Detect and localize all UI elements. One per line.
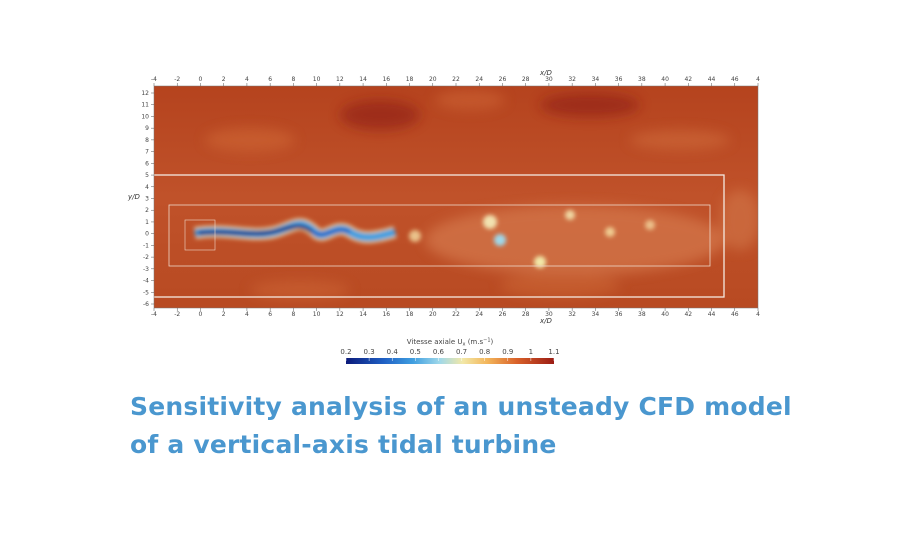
- colorbar: Vitesse axiale Ux (m.s−1) 0.2 0.3 0.4 0.5 0.…: [340, 338, 560, 364]
- x-tick-label: 4: [245, 311, 249, 318]
- y-tick-label: 10: [141, 113, 149, 120]
- x-tick-label: 10: [313, 311, 321, 318]
- x-tick-label: 46: [731, 311, 739, 318]
- x-tick-label: 20: [429, 76, 437, 83]
- x-tick-label: 46: [731, 76, 739, 83]
- y-tick-label: -6: [143, 301, 149, 308]
- x-axis-top: -4 -2 0 2 4 6 8 10 12 14 16 18 20 22 24 26 28 30 32 34 36 38 4…: [151, 76, 760, 86]
- x-tick-label: 26: [499, 311, 507, 318]
- x-tick-label: 36: [615, 311, 623, 318]
- y-tick-label: 1: [145, 219, 149, 226]
- colorbar-tick-label: 1: [529, 348, 533, 356]
- y-tick-label: 7: [145, 149, 149, 156]
- colorbar-tick-label: 0.6: [433, 348, 445, 356]
- y-tick-label: 8: [145, 137, 149, 144]
- colorbar-tick-label: 0.3: [364, 348, 375, 356]
- x-tick-label: 4: [245, 76, 249, 83]
- x-tick-label: 26: [499, 76, 507, 83]
- paper-title: Sensitivity analysis of an unsteady CFD …: [130, 388, 792, 464]
- x-tick-label: 0: [199, 311, 203, 318]
- x-axis-label-top: x/D: [539, 69, 553, 77]
- x-tick-label: 0: [199, 76, 203, 83]
- x-tick-label: 42: [684, 311, 692, 318]
- x-tick-label: 16: [382, 76, 390, 83]
- x-tick-label: 42: [684, 76, 692, 83]
- x-tick-label: 22: [452, 76, 460, 83]
- y-tick-label: 2: [145, 207, 149, 214]
- x-tick-label: 6: [268, 311, 272, 318]
- y-tick-label: 3: [145, 196, 149, 203]
- x-tick-label: 28: [522, 311, 530, 318]
- colorbar-tick-label: 0.7: [456, 348, 467, 356]
- y-tick-label: 9: [145, 125, 149, 132]
- title-line-1: Sensitivity analysis of an unsteady CFD …: [130, 392, 792, 421]
- x-tick-label: -2: [174, 76, 180, 83]
- x-tick-label: 10: [313, 76, 321, 83]
- wake: [194, 210, 655, 268]
- x-tick-label: 14: [359, 76, 367, 83]
- colorbar-tick-label: 0.2: [340, 348, 351, 356]
- x-tick-label: 44: [708, 76, 716, 83]
- y-tick-label: -4: [143, 278, 149, 285]
- x-tick-label: 2: [222, 76, 226, 83]
- x-tick-label: 32: [568, 76, 576, 83]
- x-tick-label: 36: [615, 76, 623, 83]
- x-tick-label: 38: [638, 311, 646, 318]
- x-tick-label: 4: [756, 76, 760, 83]
- x-tick-label: 38: [638, 76, 646, 83]
- x-tick-label: 12: [336, 311, 344, 318]
- y-tick-label: 6: [145, 160, 149, 167]
- x-tick-label: 24: [475, 311, 483, 318]
- x-tick-label: 40: [661, 311, 669, 318]
- colorbar-gradient: [346, 358, 554, 364]
- x-tick-label: 30: [545, 311, 553, 318]
- y-tick-label: 11: [141, 102, 149, 109]
- x-tick-label: 16: [382, 311, 390, 318]
- velocity-field: [154, 86, 758, 308]
- x-tick-label: 4: [756, 311, 760, 318]
- colorbar-tick-label: 0.5: [410, 348, 421, 356]
- y-tick-label: 12: [141, 90, 149, 97]
- colorbar-label: Vitesse axiale Ux (m.s−1): [407, 338, 494, 348]
- x-tick-label: 22: [452, 311, 460, 318]
- y-tick-label: 5: [145, 172, 149, 179]
- colorbar-tick-label: 0.4: [387, 348, 399, 356]
- title-line-2: of a vertical-axis tidal turbine: [130, 430, 557, 459]
- y-tick-label: -1: [143, 242, 149, 249]
- x-tick-label: 30: [545, 76, 553, 83]
- x-tick-label: 6: [268, 76, 272, 83]
- colorbar-tick-label: 1.1: [548, 348, 559, 356]
- y-tick-label: -3: [143, 266, 149, 273]
- x-tick-label: 8: [291, 311, 295, 318]
- x-tick-label: 18: [406, 311, 414, 318]
- y-tick-label: -5: [143, 289, 149, 296]
- colorbar-tick-label: 0.9: [502, 348, 513, 356]
- x-tick-label: 12: [336, 76, 344, 83]
- y-axis-label: y/D: [127, 193, 141, 201]
- x-tick-label: 34: [592, 311, 600, 318]
- x-axis-label-bottom: x/D: [539, 317, 553, 325]
- x-tick-label: 34: [592, 76, 600, 83]
- x-tick-label: 18: [406, 76, 414, 83]
- y-tick-label: -2: [143, 254, 149, 261]
- x-tick-label: -2: [174, 311, 180, 318]
- y-tick-label: 4: [145, 184, 149, 191]
- colorbar-tick-label: 0.8: [479, 348, 490, 356]
- x-tick-label: 28: [522, 76, 530, 83]
- x-tick-label: 8: [291, 76, 295, 83]
- x-tick-label: 20: [429, 311, 437, 318]
- x-tick-label: -4: [151, 76, 157, 83]
- x-tick-label: 32: [568, 311, 576, 318]
- x-tick-label: 44: [708, 311, 716, 318]
- x-tick-label: 24: [475, 76, 483, 83]
- x-tick-label: 14: [359, 311, 367, 318]
- flow-field-figure: -4 -2 0 2 4 6 8 10 12 14 16 18 20 22 24 26 28 30 32 34 36 38 4…: [127, 69, 760, 364]
- x-tick-label: 2: [222, 311, 226, 318]
- x-tick-label: -4: [151, 311, 157, 318]
- y-tick-label: 0: [145, 231, 149, 238]
- x-axis-bottom: -4 -2 0 2 4 6 8 10 12 14 16 18 20 22 24 26 28 30 32 34 36 38 4…: [151, 308, 760, 318]
- x-tick-label: 40: [661, 76, 669, 83]
